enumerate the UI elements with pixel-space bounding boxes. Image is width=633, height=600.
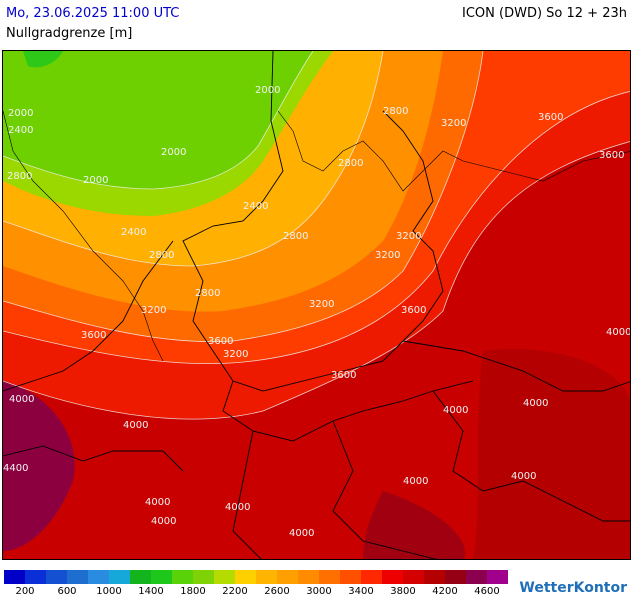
legend-swatch [130,570,151,584]
isoline-label: 3200 [441,118,466,129]
isoline-label: 4000 [403,476,428,487]
field-band-4300 [363,491,465,559]
legend-swatch [361,570,382,584]
legend-swatch [445,570,466,584]
isoline-label: 2400 [8,125,33,136]
legend-swatch [88,570,109,584]
legend-tick-label: 1000 [96,586,122,597]
isoline-label: 4000 [9,394,34,405]
isoline-label: 3200 [141,305,166,316]
legend-swatch [193,570,214,584]
isoline-label: 2000 [83,175,108,186]
field-band-4400 [3,381,75,551]
legend-swatch [172,570,193,584]
isoline-label: 2800 [283,231,308,242]
legend-swatch [151,570,172,584]
legend-tick-label: 3800 [390,586,416,597]
field-band-1800 [23,51,63,68]
model-run-label: ICON (DWD) So 12 + 23h [462,6,627,21]
isoline-label: 3200 [396,231,421,242]
isoline-label: 4400 [3,463,28,474]
isoline-label: 2000 [161,147,186,158]
isoline-label: 4000 [289,528,314,539]
legend-swatch [382,570,403,584]
legend-swatch [298,570,319,584]
isoline-label: 3600 [331,370,356,381]
legend-tick-label: 3400 [348,586,374,597]
isoline-label: 3200 [375,250,400,261]
variable-title: Nullgradgrenze [m] [6,26,133,41]
legend-tick-label: 1400 [138,586,164,597]
isoline-label: 2800 [338,158,363,169]
isoline-label: 4000 [151,516,176,527]
legend-swatch [25,570,46,584]
isoline-label: 4000 [225,502,250,513]
legend-swatch [235,570,256,584]
legend-swatch [424,570,445,584]
isoline-label: 4000 [145,497,170,508]
legend-swatch [277,570,298,584]
legend-swatch [319,570,340,584]
coastlines [3,110,630,362]
isoline-label: 2800 [383,106,408,117]
isoline-label: 4000 [123,420,148,431]
isoline-label: 3600 [538,112,563,123]
legend-tick-label: 3000 [306,586,332,597]
legend-tick-label: 4200 [432,586,458,597]
legend-swatch [109,570,130,584]
country-borders [3,51,630,559]
legend-swatch [340,570,361,584]
isoline-label: 4000 [443,405,468,416]
field-band-2000 [3,51,313,189]
legend-tick-label: 4600 [474,586,500,597]
isoline-labels: 2000 2000 2400 2000 2000 2800 2800 3200 … [3,85,631,539]
wetterkontor-logo: WetterKontor [519,580,627,596]
legend-swatch [214,570,235,584]
isoline-label: 3600 [401,305,426,316]
isoline-label: 3200 [223,349,248,360]
isoline-label: 3200 [309,299,334,310]
isoline-label: 4000 [606,327,631,338]
legend-tick-label: 2600 [264,586,290,597]
legend-swatch [4,570,25,584]
isoline-label: 2800 [195,288,220,299]
legend-swatch [256,570,277,584]
legend-tick-label: 600 [57,586,77,597]
isoline-label: 4000 [523,398,548,409]
map-canvas: 2000 2000 2400 2000 2000 2800 2800 3200 … [3,51,631,559]
isoline-label: 3600 [81,330,106,341]
freezing-level-map: 2000 2000 2400 2000 2000 2800 2800 3200 … [2,50,631,560]
legend-tick-label: 1800 [180,586,206,597]
isoline-label: 4000 [511,471,536,482]
legend-swatch [403,570,424,584]
forecast-datetime: Mo, 23.06.2025 11:00 UTC [6,6,180,21]
isoline-label: 2400 [121,227,146,238]
isoline-label: 2800 [7,171,32,182]
isoline-label: 3600 [208,336,233,347]
isoline-label: 3600 [599,150,624,161]
legend-tick-label: 200 [15,586,35,597]
isoline-label: 2800 [149,250,174,261]
legend-swatch [46,570,67,584]
isoline-label: 2400 [243,201,268,212]
field-band-4200 [473,349,630,559]
legend-tick-label: 2200 [222,586,248,597]
legend-swatch [487,570,508,584]
isolines [3,51,630,420]
legend-swatch [67,570,88,584]
legend-swatch [466,570,487,584]
isoline-label: 2000 [8,108,33,119]
isoline-label: 2000 [255,85,280,96]
